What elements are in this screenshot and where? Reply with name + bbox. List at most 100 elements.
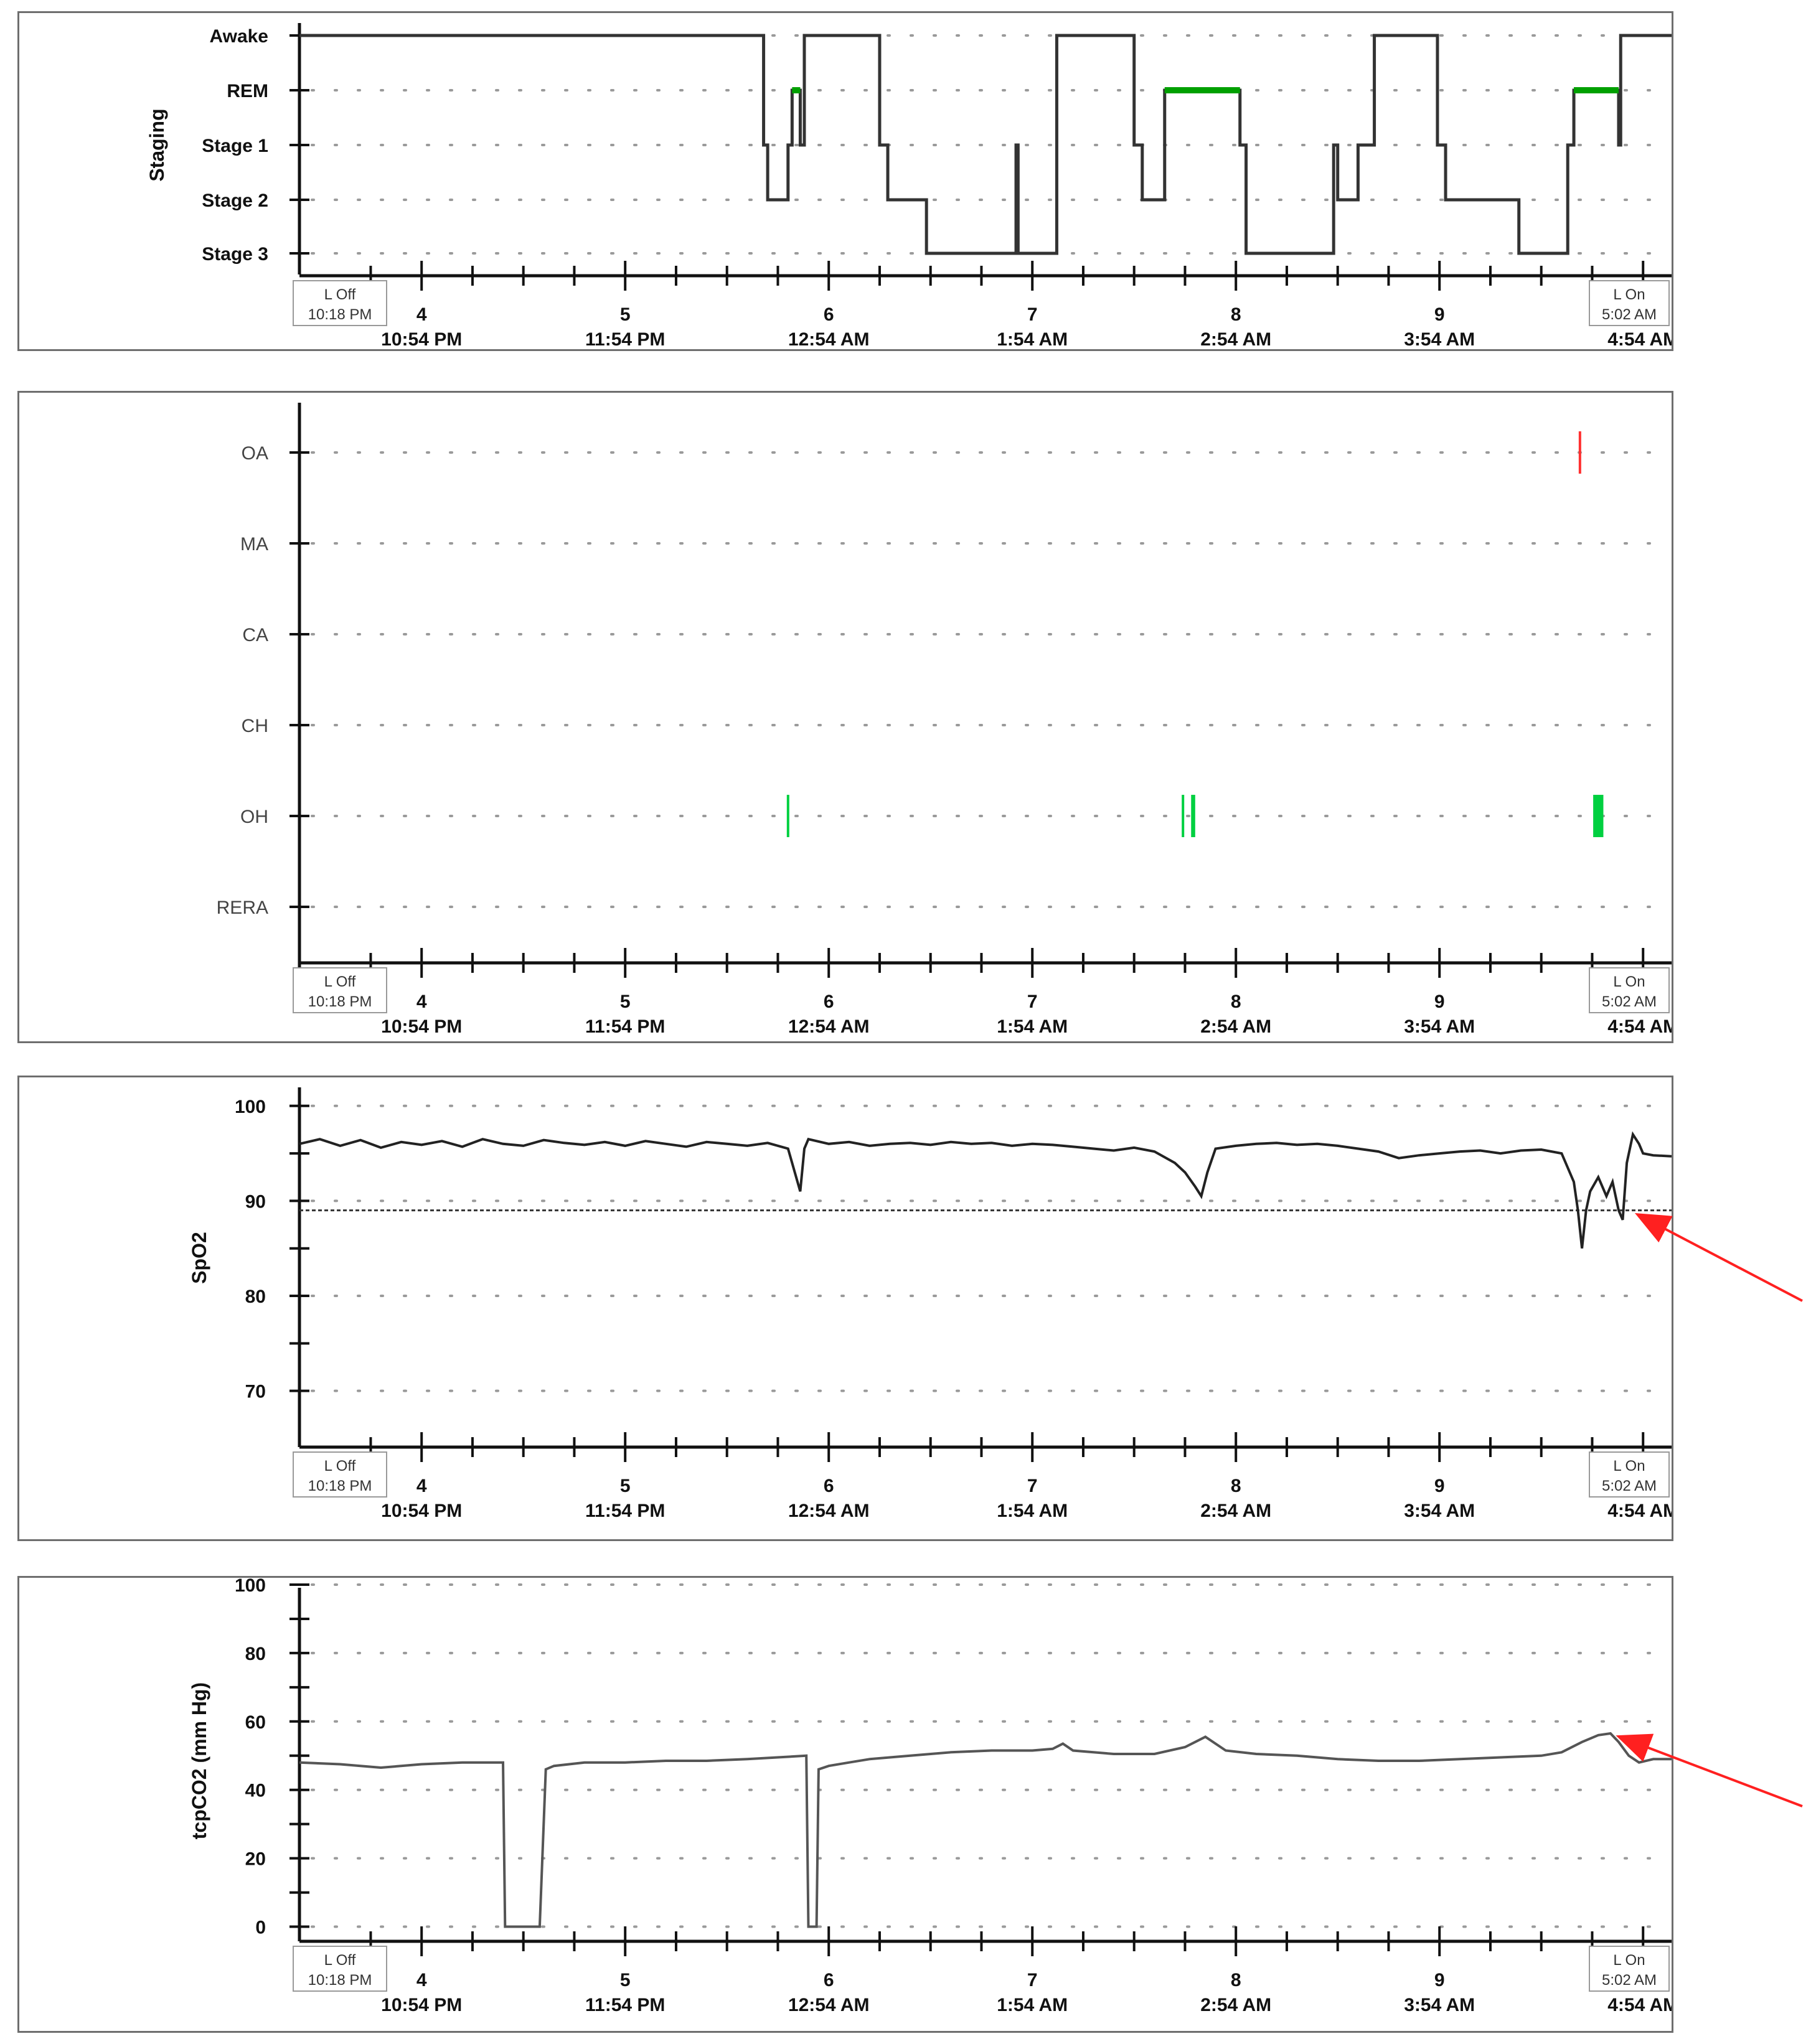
y-tick-label: 100 [235,1097,266,1117]
y-tick-label: 80 [245,1287,266,1307]
tcpco2-chart: 0 20 40 60 80 100 tcpCO2 (mm Hg) 4 10:54 PM 5 11:5… [188,1578,1672,2015]
lights-off-time: 10:18 PM [308,1478,372,1494]
lights-on-label: L On [1613,1458,1645,1474]
lights-on-time: 5:02 AM [1602,1972,1657,1989]
lights-on-marker: L On 5:02 AM [1589,1946,1670,1992]
lights-off-label: L Off [324,973,356,990]
x-tick-clock-label: 4:54 AM [1607,329,1672,349]
y-tick-label: 80 [245,1644,266,1664]
x-tick-hour-label: 5 [620,992,631,1012]
x-tick-hour-label: 9 [1434,304,1445,325]
x-tick-clock-label: 2:54 AM [1200,1995,1271,2015]
x-tick-clock-label: 11:54 PM [585,1501,665,1521]
lights-off-marker: L Off 10:18 PM [293,967,387,1013]
lights-on-box [1589,1946,1670,1992]
x-tick-hour-label: 9 [1434,992,1445,1012]
x-tick-clock-label: 2:54 AM [1200,1016,1271,1037]
x-tick-clock-label: 10:54 PM [381,1501,462,1521]
x-tick-hour-label: 5 [620,1476,631,1496]
lights-off-marker: L Off 10:18 PM [293,1451,387,1498]
x-tick-clock-label: 1:54 AM [997,329,1068,349]
x-tick-clock-label: 12:54 AM [788,1995,870,2015]
x-axis: 4 10:54 PM 5 11:54 PM 6 12:54 AM 7 1:54 AM 8 2:54… [293,1432,1672,1521]
y-category-label: Stage 1 [202,136,268,156]
lights-off-label: L Off [324,1458,356,1474]
x-tick-hour-label: 4 [416,992,427,1012]
x-tick-hour-label: 4 [416,1476,427,1496]
y-tick-label: 20 [245,1849,266,1870]
x-tick-clock-label: 2:54 AM [1200,1501,1271,1521]
lights-off-box [293,1946,387,1992]
x-tick-hour-label: 8 [1231,1476,1241,1496]
lights-on-time: 5:02 AM [1602,306,1657,323]
hypnogram-trace [299,34,1672,255]
x-tick-hour-label: 5 [620,1970,631,1990]
staging-chart: Awake REM Stage 1 Stage 2 Stage 3 Staging 4 10:… [146,23,1672,349]
event-mark-oh [1191,795,1195,837]
y-tick-label: 100 [235,1578,266,1596]
spo2-panel: 70 80 90 100 SpO2 4 10:54 PM 5 11:54 PM 6 12:54 AM… [17,1076,1673,1541]
x-tick-hour-label: 8 [1231,992,1241,1012]
event-mark-oh [1182,795,1185,837]
x-tick-hour-label: 4 [416,1970,427,1990]
x-axis: 4 10:54 PM 5 11:54 PM 6 12:54 AM 7 1:54 AM 8 2:54… [293,261,1672,349]
lights-off-time: 10:18 PM [308,306,372,323]
x-tick-clock-label: 4:54 AM [1607,1016,1672,1037]
y-axis-label: tcpCO2 (mm Hg) [188,1682,210,1839]
event-mark-oh [786,795,789,837]
y-category-label: Awake [209,26,268,47]
x-tick-clock-label: 2:54 AM [1200,329,1271,349]
y-axis-label: SpO2 [188,1232,210,1284]
y-category-label: Stage 3 [202,244,268,265]
staging-ylabel: Staging [146,108,168,181]
lights-off-box [293,1451,387,1498]
x-tick-clock-label: 10:54 PM [381,1016,462,1037]
y-category-label: OH [240,807,268,827]
x-tick-hour-label: 7 [1027,1970,1038,1990]
y-category-label: RERA [217,898,268,918]
x-tick-hour-label: 9 [1434,1476,1445,1496]
x-tick-hour-label: 6 [824,1476,834,1496]
x-tick-clock-label: 11:54 PM [585,1016,665,1037]
y-tick-label: 0 [255,1918,266,1938]
y-tick-label: 70 [245,1382,266,1402]
lights-on-label: L On [1613,286,1645,303]
signal-trace [299,1131,1672,1249]
lights-on-box [1589,280,1670,326]
x-tick-clock-label: 3:54 AM [1404,329,1475,349]
lights-off-label: L Off [324,1952,356,1969]
lights-on-marker: L On 5:02 AM [1589,280,1670,326]
lights-off-marker: L Off 10:18 PM [293,280,387,326]
events-panel: OA MA CA CH OH RERA 4 10:54 PM 5 11:54 PM 6 12:54 A… [17,391,1673,1043]
events-chart: OA MA CA CH OH RERA 4 10:54 PM 5 11:54 PM 6 12:54 A… [217,403,1672,1037]
x-tick-clock-label: 4:54 AM [1607,1995,1672,2015]
x-tick-clock-label: 11:54 PM [585,329,665,349]
x-tick-hour-label: 5 [620,304,631,325]
lights-on-label: L On [1613,973,1645,990]
y-tick-label: 60 [245,1712,266,1733]
x-tick-hour-label: 6 [824,304,834,325]
x-tick-clock-label: 11:54 PM [585,1995,665,2015]
x-tick-hour-label: 4 [416,304,427,325]
lights-on-label: L On [1613,1952,1645,1969]
lights-off-marker: L Off 10:18 PM [293,1946,387,1992]
lights-off-time: 10:18 PM [308,993,372,1010]
y-tick-label: 40 [245,1781,266,1801]
x-tick-clock-label: 3:54 AM [1404,1016,1475,1037]
x-tick-hour-label: 7 [1027,992,1038,1012]
spo2-chart: 70 80 90 100 SpO2 4 10:54 PM 5 11:54 PM 6 12:54 AM… [188,1087,1672,1521]
staging-panel: Awake REM Stage 1 Stage 2 Stage 3 Staging 4 10:… [17,11,1673,351]
lights-off-time: 10:18 PM [308,1972,372,1989]
event-mark-oh [1593,795,1604,837]
y-category-label: OA [242,443,268,464]
x-tick-hour-label: 6 [824,1970,834,1990]
y-category-label: Stage 2 [202,190,268,211]
x-tick-clock-label: 12:54 AM [788,1016,870,1037]
x-tick-clock-label: 12:54 AM [788,1501,870,1521]
x-tick-hour-label: 7 [1027,1476,1038,1496]
y-tick-label: 90 [245,1191,266,1212]
x-tick-clock-label: 1:54 AM [997,1995,1068,2015]
x-tick-hour-label: 8 [1231,1970,1241,1990]
y-category-label: CH [242,716,268,736]
x-tick-hour-label: 9 [1434,1970,1445,1990]
